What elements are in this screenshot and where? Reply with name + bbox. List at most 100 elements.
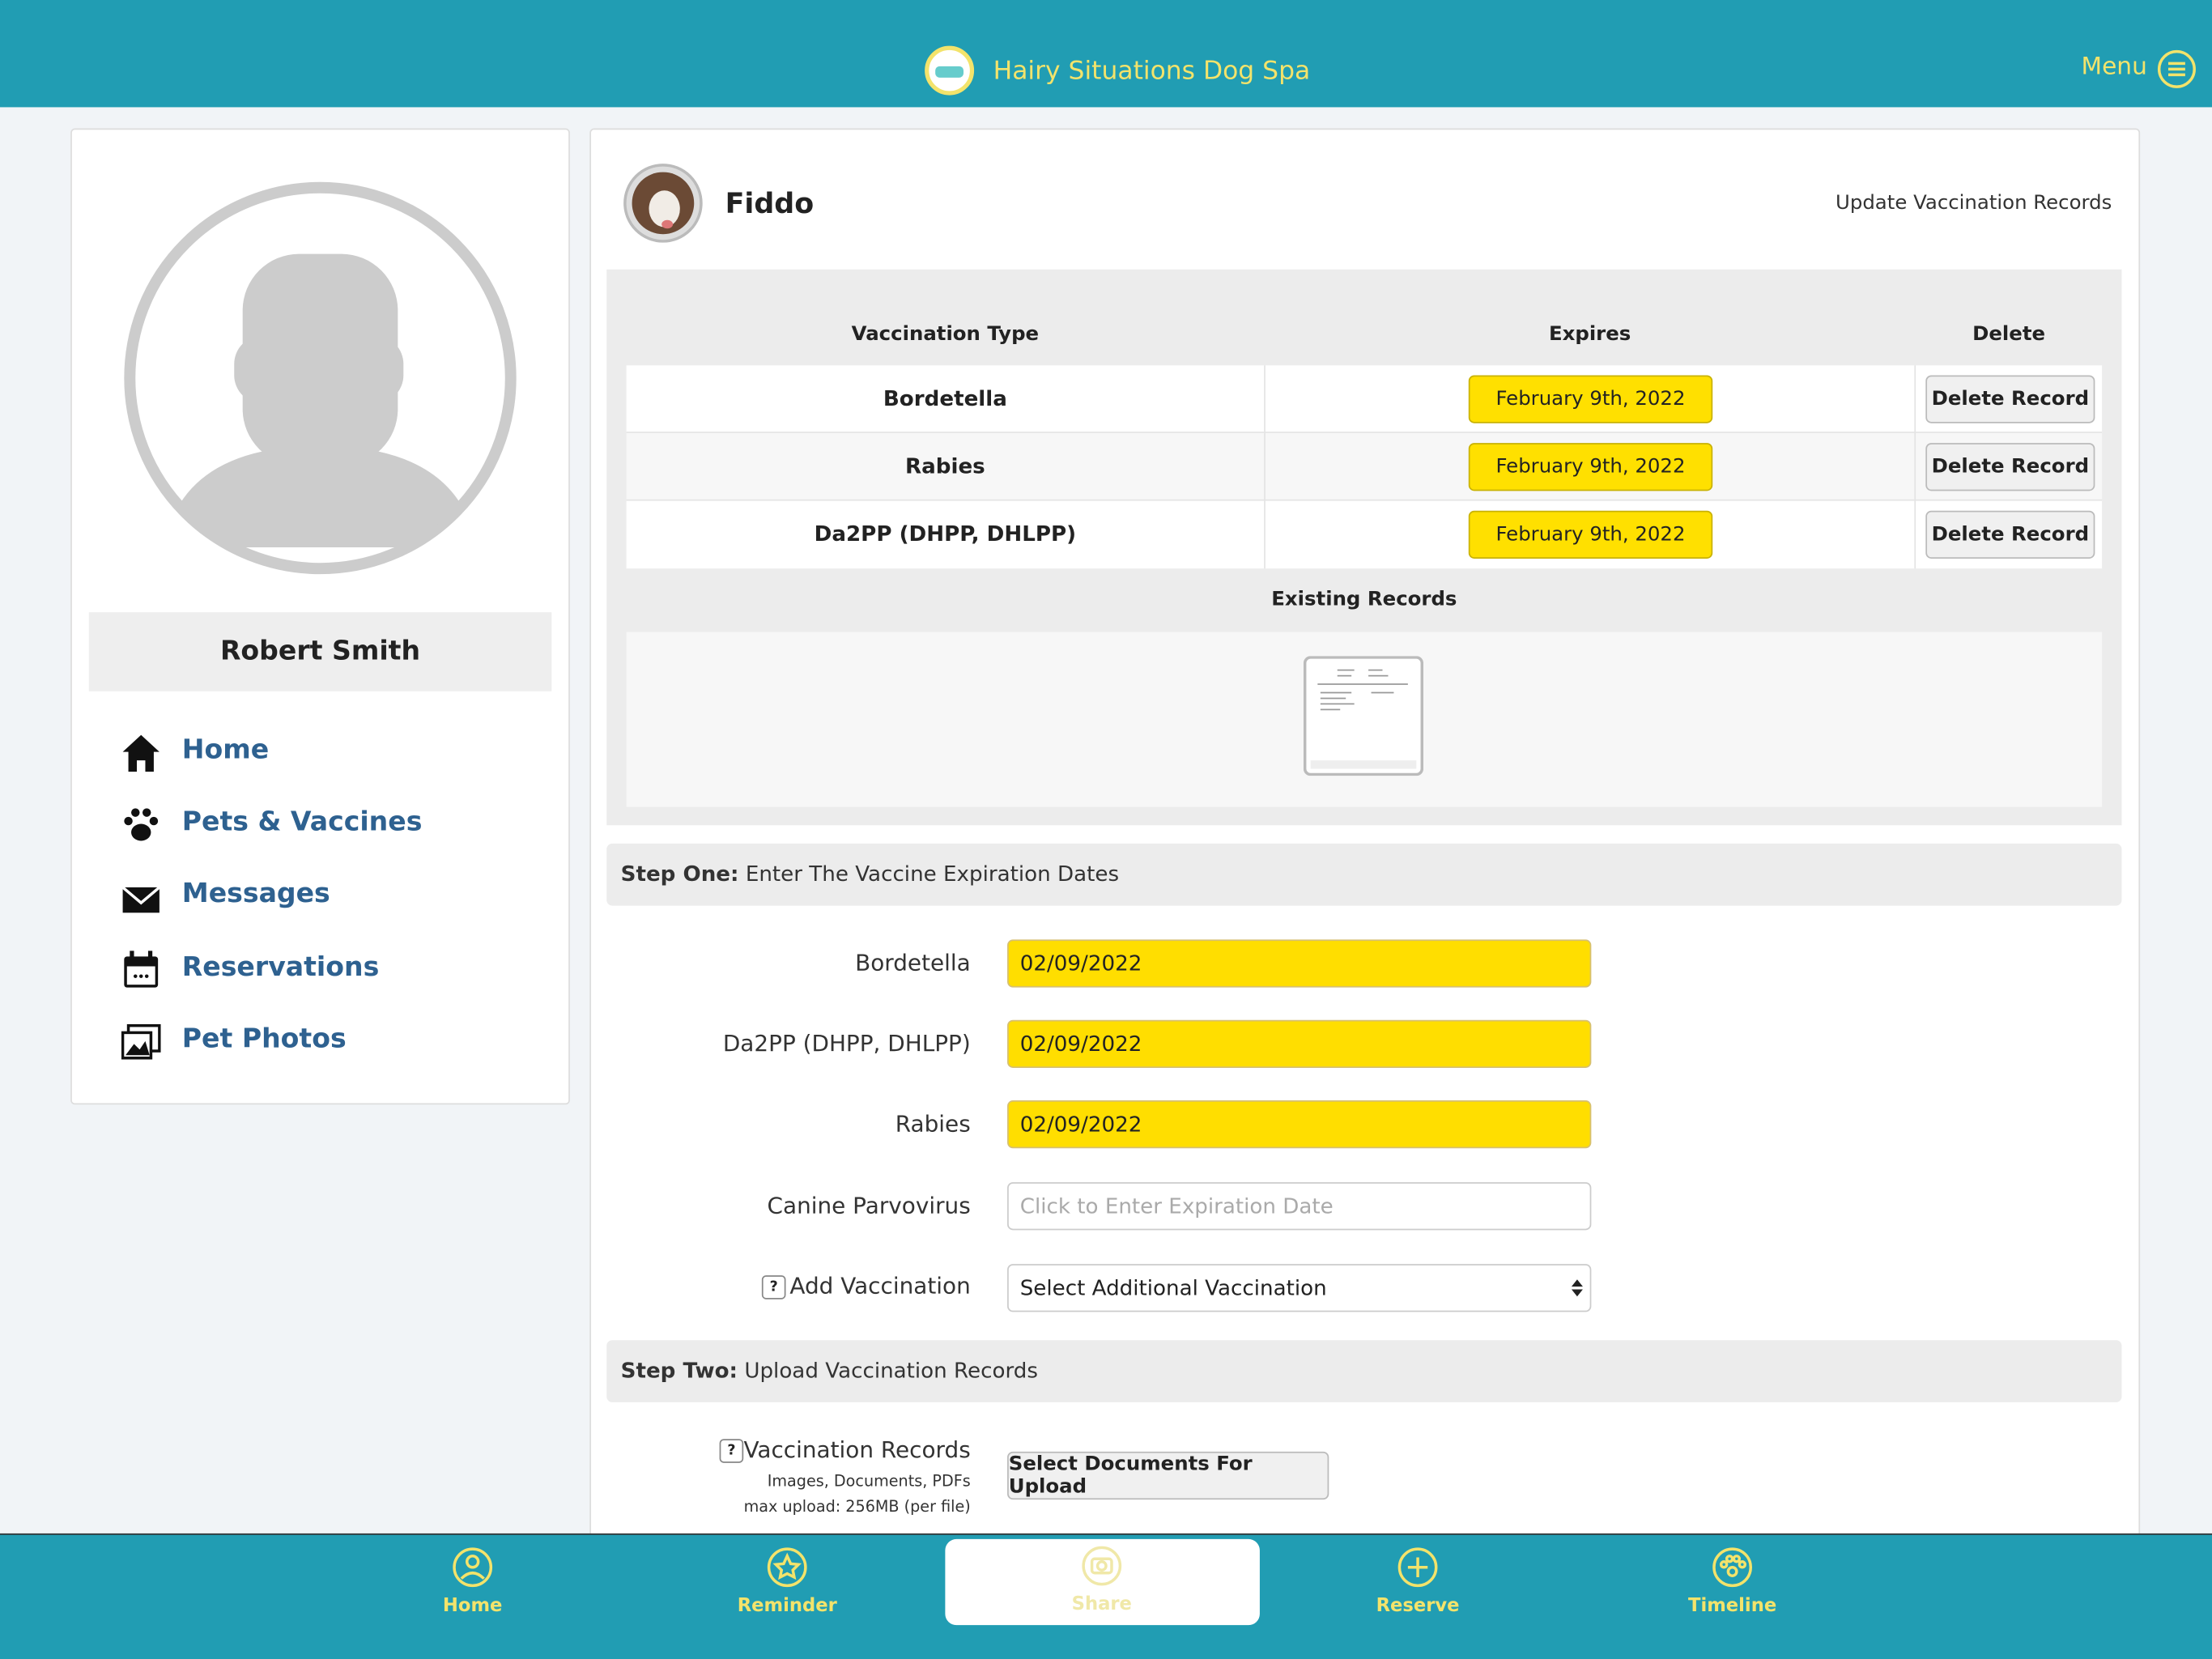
expiry-badge: February 9th, 2022: [1468, 510, 1713, 559]
app-title: Hairy Situations Dog Spa: [993, 56, 1311, 87]
decoration: [1738, 1560, 1747, 1569]
user-name: Robert Smith: [219, 635, 421, 667]
decoration: [122, 734, 160, 772]
field-label: Da2PP (DHPP, DHLPP): [722, 1029, 971, 1057]
date-input[interactable]: 02/09/2022: [1007, 1100, 1592, 1149]
step-one-bar: [606, 843, 2122, 906]
nav-pets[interactable]: Pets & Vaccines: [181, 806, 423, 838]
logo: [925, 45, 975, 96]
date-input[interactable]: 02/09/2022: [1007, 1019, 1592, 1068]
decoration: [1732, 1555, 1742, 1563]
table-header: Vaccination Type: [851, 322, 1040, 346]
vaccine-name: Bordetella: [883, 385, 1007, 411]
decoration: [121, 886, 161, 905]
decoration: [661, 219, 674, 229]
tab-icons: [453, 1546, 1752, 1588]
delete-button[interactable]: Delete Record: [1925, 443, 2095, 491]
avatar: [124, 181, 517, 575]
vaccine-name: Da2PP (DHPP, DHLPP): [814, 521, 1077, 547]
decoration: [138, 974, 143, 978]
field-label: Add Vaccination: [789, 1272, 971, 1300]
existing-records-label: Existing Records: [1271, 588, 1457, 611]
step-text: Upload Vaccination Records: [744, 1358, 1038, 1384]
column-divider: [1264, 365, 1266, 569]
vaccine-name: Rabies: [905, 453, 985, 479]
field-label: Rabies: [895, 1110, 971, 1138]
decoration: [124, 816, 133, 826]
decoration: [1082, 1546, 1122, 1586]
delete-button[interactable]: Delete Record: [1925, 375, 2095, 423]
nav-home[interactable]: Home: [181, 734, 270, 766]
menu-button[interactable]: Menu: [2081, 53, 2147, 82]
decoration: [2167, 62, 2185, 77]
upload-note: max upload: 256MB (per file): [743, 1497, 971, 1516]
table-header: Delete: [1972, 322, 2046, 346]
select-text: Select Additional Vaccination: [1019, 1275, 1327, 1301]
decoration: [125, 1040, 150, 1056]
decoration: [1095, 1560, 1108, 1572]
step-text: Enter The Vaccine Expiration Dates: [745, 861, 1120, 887]
help-icon[interactable]: ?: [719, 1439, 744, 1463]
step-label: Step Two:: [620, 1358, 738, 1384]
decoration: [149, 816, 159, 826]
expiry-badge: February 9th, 2022: [1468, 375, 1713, 423]
record-thumbnail[interactable]: [1303, 656, 1424, 776]
decoration: [1082, 1546, 1122, 1586]
field-label: Canine Parvovirus: [767, 1192, 971, 1219]
step-two-bar: [606, 1340, 2122, 1402]
tab-share[interactable]: Share: [1071, 1593, 1132, 1615]
select-input[interactable]: Select Additional Vaccination: [1007, 1264, 1592, 1312]
decoration: [767, 1547, 807, 1588]
tab-reminder[interactable]: Reminder: [737, 1595, 837, 1617]
decoration: [1571, 1279, 1583, 1297]
decoration: [1317, 669, 1408, 711]
step-two: Step Two: Upload Vaccination Records: [621, 1360, 1038, 1381]
nav-reservations[interactable]: Reservations: [181, 951, 380, 983]
decoration: [1726, 1566, 1738, 1577]
top-bar: [0, 0, 2212, 108]
decoration: [144, 974, 149, 978]
decoration: [1310, 760, 1417, 769]
table-header: Expires: [1548, 322, 1631, 346]
select-arrows: [1571, 1279, 1583, 1297]
date-input[interactable]: 02/09/2022: [1007, 939, 1592, 988]
active-tab: [945, 1538, 1260, 1626]
nav-messages[interactable]: Messages: [181, 878, 330, 909]
decoration: [142, 808, 151, 817]
step-one: Step One: Enter The Vaccine Expiration D…: [620, 861, 1120, 887]
date-input[interactable]: Click to Enter Expiration Date: [1007, 1182, 1592, 1231]
expiry-badge: February 9th, 2022: [1468, 443, 1713, 491]
decoration: [1397, 1547, 1438, 1588]
decoration: [465, 1555, 480, 1569]
decoration: [1407, 1557, 1428, 1577]
upload-note: Images, Documents, PDFs: [767, 1472, 971, 1491]
decoration: [147, 951, 153, 959]
tab-timeline[interactable]: Timeline: [1687, 1595, 1777, 1617]
nav-photos[interactable]: Pet Photos: [181, 1023, 347, 1055]
decoration: [131, 823, 151, 841]
column-divider: [1914, 365, 1916, 569]
decoration: [1712, 1547, 1752, 1588]
pet-avatar: [623, 164, 703, 243]
decoration: [131, 808, 140, 817]
decoration: [124, 951, 159, 988]
decoration: [134, 974, 138, 978]
decoration: [453, 1547, 493, 1588]
step-label: Step One:: [620, 861, 739, 887]
decoration: [1719, 1560, 1729, 1569]
menu-icon[interactable]: [2157, 49, 2197, 89]
tab-reserve[interactable]: Reserve: [1376, 1595, 1460, 1617]
delete-button[interactable]: Delete Record: [1925, 510, 2095, 559]
tab-home[interactable]: Home: [442, 1595, 503, 1617]
upload-button[interactable]: Select Documents For Upload: [1007, 1451, 1329, 1500]
decoration: [121, 1023, 161, 1060]
decoration: [1303, 656, 1424, 776]
decoration: [1317, 669, 1408, 711]
update-link[interactable]: Update Vaccination Records: [1835, 191, 2112, 215]
decoration: [460, 1571, 485, 1580]
help-icon[interactable]: ?: [761, 1275, 786, 1300]
decoration: [2157, 49, 2196, 88]
decoration: [935, 66, 964, 78]
